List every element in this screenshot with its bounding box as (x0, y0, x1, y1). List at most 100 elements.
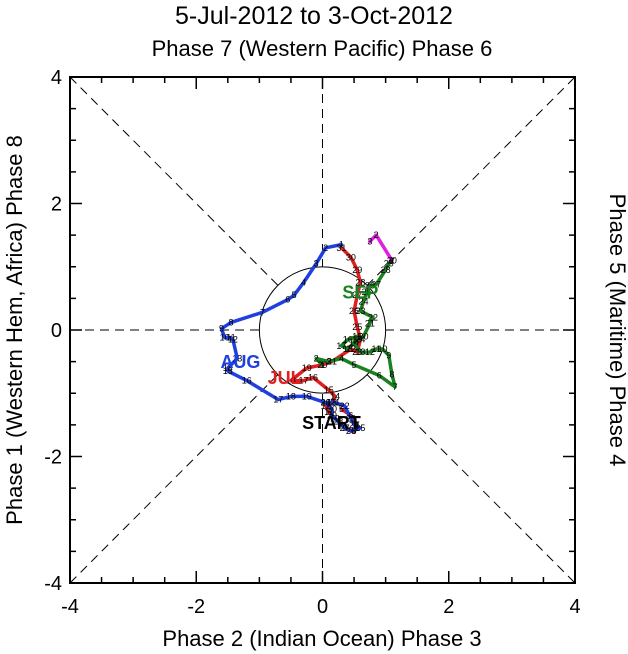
day-label-aug: 1 (339, 240, 344, 250)
day-label-sep: 14 (349, 338, 359, 348)
day-label-sep: 5 (352, 360, 357, 370)
day-label-aug: 3 (314, 259, 319, 269)
day-label-sep: 18 (343, 344, 353, 354)
x-axis-title: Phase 2 (Indian Ocean) Phase 3 (162, 626, 481, 651)
day-label-aug: 11 (226, 333, 235, 343)
day-label-jul: 14 (330, 391, 340, 401)
day-label-aug: 23 (346, 414, 356, 424)
day-label-sep: 6 (377, 371, 382, 381)
day-label-aug: 29 (327, 410, 337, 420)
x-tick-label: -2 (187, 596, 205, 618)
day-label-jul: 13 (327, 398, 337, 408)
day-label-sep: 10 (377, 344, 387, 354)
x-tick-label: 4 (569, 596, 580, 618)
day-label-aug: 7 (260, 307, 265, 317)
day-label-sep: 25 (362, 287, 372, 297)
day-label-jul: 17 (299, 376, 309, 386)
day-label-jul: 15 (324, 385, 334, 395)
day-label-sep: 2 (314, 353, 319, 363)
day-label-sep: 17 (336, 341, 346, 351)
day-label-aug: 14 (223, 363, 233, 373)
day-label-jul: 30 (346, 252, 356, 262)
day-label-aug: 26 (346, 426, 356, 436)
day-label-jul: 24 (355, 334, 365, 344)
day-label-jul: 29 (352, 265, 362, 275)
day-label-jul: 20 (317, 360, 327, 370)
day-label-aug: 12 (228, 334, 238, 344)
day-label-aug: 28 (333, 417, 343, 427)
day-label-oct: 2 (374, 230, 379, 240)
day-label-sep: 30 (387, 255, 397, 265)
day-label-jul: 23 (352, 347, 362, 357)
x-tick-label: 0 (317, 596, 328, 618)
day-label-jul: 27 (352, 290, 362, 300)
day-label-jul: 5 (339, 404, 344, 414)
day-label-jul: 6 (348, 410, 353, 420)
day-label-aug: 22 (340, 401, 350, 411)
day-label-sep: 20 (359, 331, 369, 341)
day-label-sep: 19 (352, 334, 362, 344)
month-label-sep: SEP (342, 282, 378, 302)
day-label-oct: 1 (389, 255, 394, 265)
month-label-aug: AUG (220, 352, 260, 372)
day-label-aug: 4 (301, 278, 306, 288)
chart-title: 5-Jul-2012 to 3-Oct-2012 (175, 2, 453, 30)
day-label-aug: 9 (219, 324, 224, 334)
day-label-jul: 11 (324, 407, 333, 417)
day-label-jul: 8 (352, 426, 357, 436)
day-label-sep: 13 (355, 347, 365, 357)
day-label-aug: 8 (228, 317, 233, 327)
day-label-jul: 25 (352, 322, 362, 332)
y-tick-label: 4 (51, 67, 62, 89)
day-label-sep: 26 (365, 281, 375, 291)
day-label-aug: 10 (220, 333, 230, 343)
series-line-oct (368, 233, 394, 263)
day-label-jul: 7 (355, 420, 360, 430)
day-label-sep: 15 (352, 331, 362, 341)
day-label-sep: 12 (365, 347, 375, 357)
day-label-jul: 26 (349, 306, 359, 316)
day-label-sep: 4 (339, 353, 344, 363)
y-tick-label: -4 (44, 573, 62, 595)
y-tick-label: -2 (44, 447, 62, 469)
day-label-jul: 18 (286, 376, 296, 386)
day-label-aug: 19 (302, 391, 312, 401)
day-label-aug: 24 (349, 420, 359, 430)
x-tick-label: -4 (61, 596, 79, 618)
day-label-aug: 21 (330, 398, 340, 408)
day-label-sep: 7 (393, 382, 398, 392)
day-label-jul: 31 (336, 243, 346, 253)
day-label-aug: 25 (355, 423, 365, 433)
day-label-jul: 19 (302, 363, 312, 373)
day-label-sep: 23 (355, 306, 365, 316)
day-label-sep: 24 (359, 297, 369, 307)
day-label-jul: 12 (321, 401, 331, 411)
day-label-sep: 28 (381, 265, 391, 275)
day-label-aug: 13 (232, 353, 242, 363)
right-axis-title: Phase 5 (Maritime) Phase 4 (605, 194, 628, 467)
day-label-aug: 30 (327, 404, 337, 414)
day-label-sep: 27 (371, 279, 381, 289)
day-label-jul: 21 (327, 357, 337, 367)
day-label-aug: 2 (323, 243, 328, 253)
day-label-sep: 22 (368, 312, 378, 322)
series-line-sep (314, 258, 397, 389)
day-label-aug: 27 (340, 423, 350, 433)
day-label-sep: 3 (326, 357, 331, 367)
chart-subtitle: Phase 7 (Western Pacific) Phase 6 (152, 36, 493, 61)
y-tick-label: 0 (51, 320, 62, 342)
month-label-jul: JUL (268, 368, 302, 388)
series-line-aug (219, 242, 363, 433)
day-label-jul: 28 (355, 278, 365, 288)
day-label-aug: 16 (242, 376, 252, 386)
day-label-jul: 10 (330, 414, 340, 424)
day-label-sep: 1 (320, 360, 325, 370)
day-label-aug: 6 (285, 295, 290, 305)
day-label-sep: 9 (386, 350, 391, 360)
start-label: START (302, 413, 361, 433)
day-label-sep: 21 (365, 319, 375, 329)
day-label-sep: 8 (389, 369, 394, 379)
